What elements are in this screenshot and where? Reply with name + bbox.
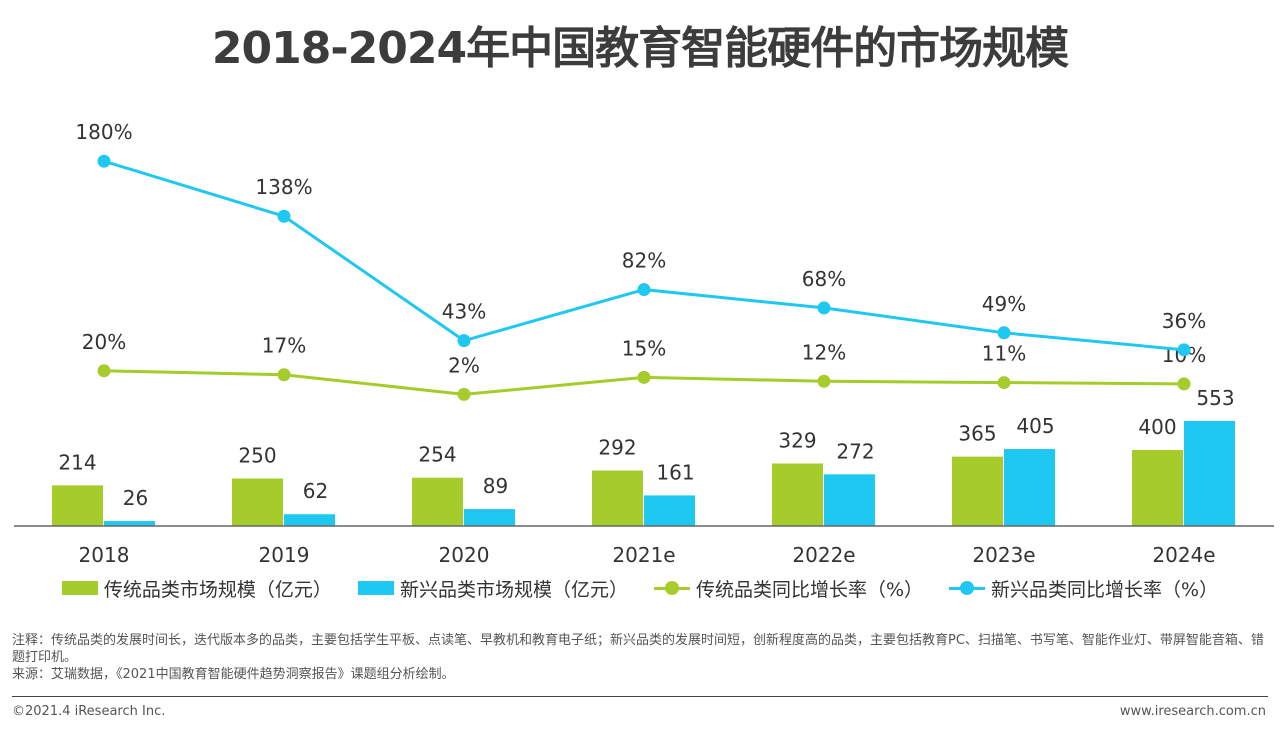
- emerging-growth-label: 138%: [255, 175, 312, 199]
- bar-label-emerging: 272: [836, 439, 874, 463]
- traditional-growth-label: 17%: [262, 334, 306, 358]
- legend-item-emerging-size: 新兴品类市场规模（亿元）: [357, 575, 628, 602]
- bar-label-emerging: 553: [1196, 386, 1234, 410]
- traditional-growth-point: [97, 364, 111, 378]
- traditional-growth-label: 11%: [982, 342, 1026, 366]
- bar-traditional: [1132, 450, 1183, 526]
- legend-label: 新兴品类市场规模（亿元）: [399, 578, 628, 601]
- bar-emerging: [464, 509, 515, 526]
- bar-emerging: [1184, 420, 1235, 526]
- emerging-growth-label: 68%: [802, 267, 846, 291]
- chart-legend: 传统品类市场规模（亿元） 新兴品类市场规模（亿元） 传统品类同比增长率（%） 新…: [0, 575, 1280, 601]
- bar-traditional: [772, 463, 823, 526]
- bar-label-traditional: 254: [418, 443, 456, 467]
- legend-label: 传统品类市场规模（亿元）: [103, 578, 332, 601]
- emerging-growth-point: [97, 154, 111, 168]
- x-tick-label: 2019: [259, 543, 310, 567]
- bar-traditional: [952, 456, 1003, 526]
- traditional-growth-label: 15%: [622, 336, 666, 360]
- emerging-growth-label: 82%: [622, 249, 666, 273]
- legend-item-emerging-growth: 新兴品类同比增长率（%）: [949, 575, 1218, 602]
- emerging-growth-point: [637, 283, 651, 297]
- emerging-growth-point: [277, 209, 291, 223]
- bar-label-emerging: 26: [123, 486, 148, 510]
- emerging-growth-label: 49%: [982, 292, 1026, 316]
- x-tick-label: 2022e: [792, 543, 855, 567]
- x-tick-label: 2021e: [612, 543, 675, 567]
- bar-traditional: [52, 485, 103, 526]
- notes: 注释：传统品类的发展时间长，迭代版本多的品类，主要包括学生平板、点读笔、早教机和…: [12, 632, 1268, 683]
- x-tick-label: 2018: [79, 543, 130, 567]
- bar-label-traditional: 400: [1138, 415, 1176, 439]
- traditional-growth-point: [997, 376, 1011, 390]
- note-definition: 注释：传统品类的发展时间长，迭代版本多的品类，主要包括学生平板、点读笔、早教机和…: [12, 633, 1264, 665]
- bar-label-traditional: 292: [598, 436, 636, 460]
- note-source: 来源：艾瑞数据，《2021中国教育智能硬件趋势洞察报告》课题组分析绘制。: [12, 667, 455, 682]
- traditional-growth-point: [457, 387, 471, 401]
- emerging-growth-point: [1177, 343, 1191, 357]
- bar-label-traditional: 329: [778, 428, 816, 452]
- bar-label-traditional: 365: [958, 422, 996, 446]
- traditional-growth-label: 2%: [448, 353, 480, 377]
- bar-label-emerging: 62: [303, 479, 328, 503]
- footer-website: www.iresearch.com.cn: [1119, 704, 1266, 719]
- bar-label-emerging: 405: [1016, 414, 1054, 438]
- traditional-growth-label: 12%: [802, 340, 846, 364]
- traditional-growth-label: 20%: [82, 330, 126, 354]
- bar-label-traditional: 250: [238, 444, 276, 468]
- legend-swatch-traditional-line: [653, 581, 690, 595]
- footer-copyright: ©2021.4 iResearch Inc.: [12, 704, 166, 719]
- legend-swatch-traditional-bar: [61, 581, 98, 595]
- traditional-growth-point: [277, 368, 291, 382]
- legend-swatch-emerging-bar: [357, 581, 394, 595]
- chart-title: 2018-2024年中国教育智能硬件的市场规模: [211, 23, 1069, 74]
- legend-label: 传统品类同比增长率（%）: [695, 578, 924, 601]
- legend-item-traditional-growth: 传统品类同比增长率（%）: [653, 575, 924, 602]
- bar-emerging: [824, 474, 875, 526]
- legend-label: 新兴品类同比增长率（%）: [991, 578, 1219, 601]
- bar-label-emerging: 161: [656, 460, 694, 484]
- emerging-growth-point: [457, 334, 471, 348]
- bar-traditional: [232, 478, 283, 526]
- bar-emerging: [284, 514, 335, 526]
- traditional-growth-point: [637, 370, 651, 384]
- bar-emerging: [644, 495, 695, 526]
- bar-label-traditional: 214: [58, 450, 96, 474]
- emerging-growth-label: 43%: [442, 300, 486, 324]
- footer-divider: [12, 696, 1268, 697]
- bar-emerging: [104, 521, 155, 526]
- emerging-growth-label: 36%: [1162, 309, 1206, 333]
- emerging-growth-point: [997, 326, 1011, 340]
- emerging-growth-point: [817, 301, 831, 315]
- legend-swatch-emerging-line: [949, 581, 986, 595]
- bar-traditional: [412, 477, 463, 526]
- bar-label-emerging: 89: [483, 474, 508, 498]
- traditional-growth-point: [1177, 377, 1191, 391]
- chart-area: 214 26 2018 250 62 2019 254 89 2020 292 161 2021e 32…: [14, 120, 1274, 567]
- x-tick-label: 2020: [439, 543, 490, 567]
- traditional-growth-point: [817, 374, 831, 388]
- emerging-growth-label: 180%: [75, 120, 132, 144]
- bar-emerging: [1004, 449, 1055, 526]
- legend-item-traditional-size: 传统品类市场规模（亿元）: [61, 575, 332, 602]
- bar-traditional: [592, 470, 643, 526]
- x-tick-label: 2024e: [1152, 543, 1215, 567]
- x-tick-label: 2023e: [972, 543, 1035, 567]
